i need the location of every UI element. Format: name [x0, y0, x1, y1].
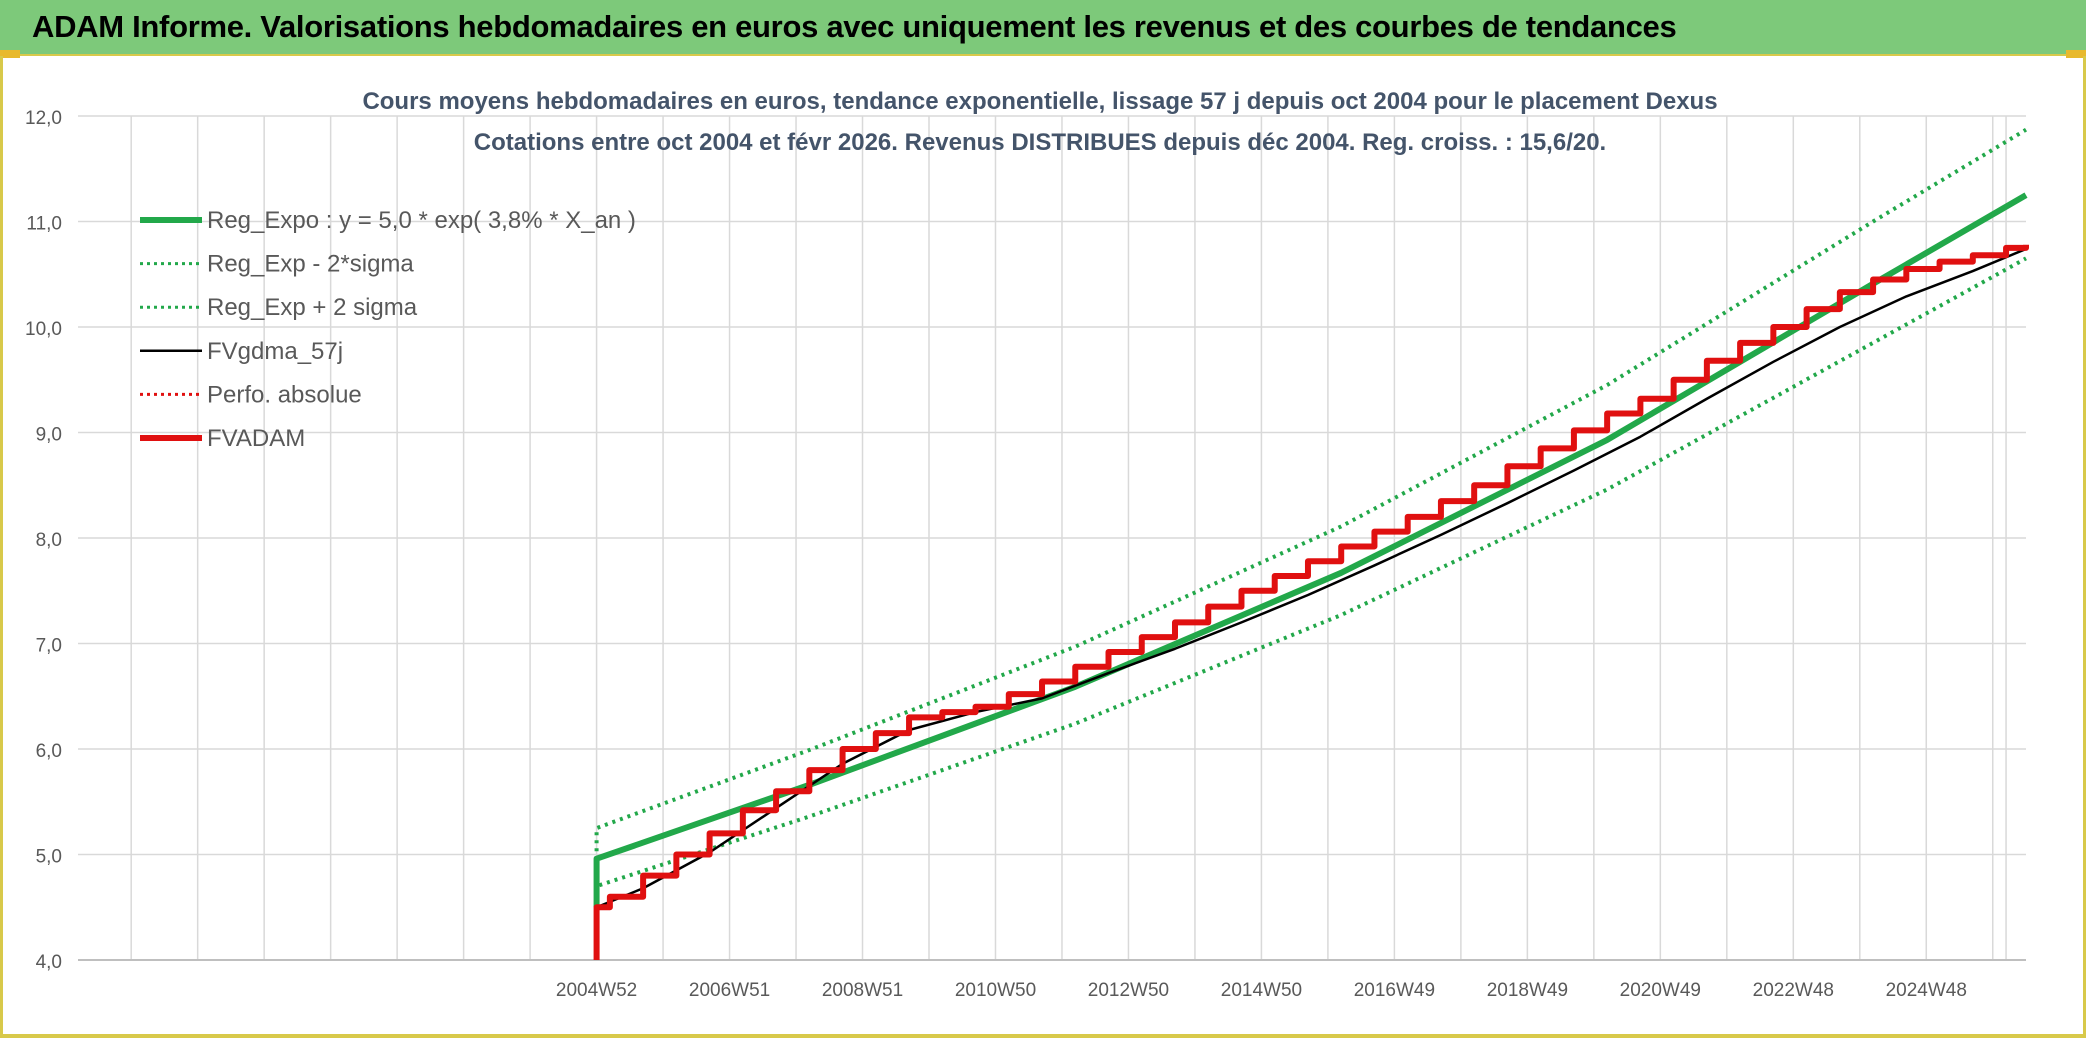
chart-legend: Reg_Expo : y = 5,0 * exp( 3,8% * X_an ) R… — [140, 207, 636, 452]
legend-label: FVADAM — [207, 425, 305, 452]
y-tick-label: 12,0 — [25, 108, 62, 129]
corner-accent-right — [2066, 50, 2086, 58]
legend-label: Reg_Exp - 2*sigma — [207, 251, 414, 278]
x-tick-label: 2018W49 — [1487, 980, 1568, 1001]
legend-label: Perfo. absolue — [207, 381, 362, 408]
chart-title: Cours moyens hebdomadaires en euros, ten… — [362, 88, 1717, 115]
x-tick-label: 2014W50 — [1221, 980, 1302, 1001]
chart-grid — [78, 115, 2026, 961]
y-axis-ticks: 4,0 5,0 6,0 7,0 8,0 9,0 10,0 11,0 12,0 — [25, 108, 62, 973]
y-tick-label: 11,0 — [26, 214, 62, 235]
series-line-reg-exp-2-sigma — [594, 256, 2027, 908]
x-tick-label: 2010W50 — [955, 980, 1036, 1001]
legend-label: FVgdma_57j — [207, 338, 343, 365]
y-tick-label: 7,0 — [36, 636, 62, 657]
y-tick-label: 10,0 — [25, 319, 62, 340]
series-line-fvadam — [593, 244, 2029, 960]
chart-series — [593, 128, 2029, 960]
x-tick-label: 2004W52 — [556, 980, 637, 1001]
corner-accent-left — [0, 50, 20, 58]
x-tick-label: 2020W49 — [1620, 980, 1701, 1001]
x-tick-label: 2008W51 — [822, 980, 903, 1001]
series-line-fvgdma-57j — [596, 247, 2027, 909]
y-tick-label: 9,0 — [36, 425, 62, 446]
y-tick-label: 8,0 — [36, 530, 62, 551]
series-line-reg-exp-2-sigma — [594, 128, 2028, 908]
legend-label: Reg_Expo : y = 5,0 * exp( 3,8% * X_an ) — [207, 207, 636, 234]
dexus-valuation-chart: 4,05,06,07,08,09,010,011,012,0 2004W52 20… — [25, 88, 2029, 1001]
report-title: ADAM Informe. Valorisations hebdomadaire… — [32, 9, 1677, 44]
y-tick-label: 6,0 — [36, 741, 62, 762]
x-tick-label: 2016W49 — [1354, 980, 1435, 1001]
x-tick-label: 2022W48 — [1753, 980, 1834, 1001]
x-tick-label: 2024W48 — [1886, 980, 1967, 1001]
x-axis-ticks: 2004W52 2006W51 2008W51 2010W50 2012W50 2014W… — [556, 980, 1967, 1001]
series-line-reg-expo-y-5-0-exp-3-8-x-an — [593, 192, 2028, 908]
x-tick-label: 2012W50 — [1088, 980, 1169, 1001]
report-banner: ADAM Informe. Valorisations hebdomadaire… — [0, 0, 2086, 56]
y-tick-label: 4,0 — [36, 952, 62, 973]
chart-frame — [0, 56, 2086, 1038]
y-tick-label: 5,0 — [36, 847, 62, 868]
legend-label: Reg_Exp + 2 sigma — [207, 294, 418, 321]
x-tick-label: 2006W51 — [689, 980, 770, 1001]
chart-subtitle: Cotations entre oct 2004 et févr 2026. R… — [474, 129, 1606, 156]
